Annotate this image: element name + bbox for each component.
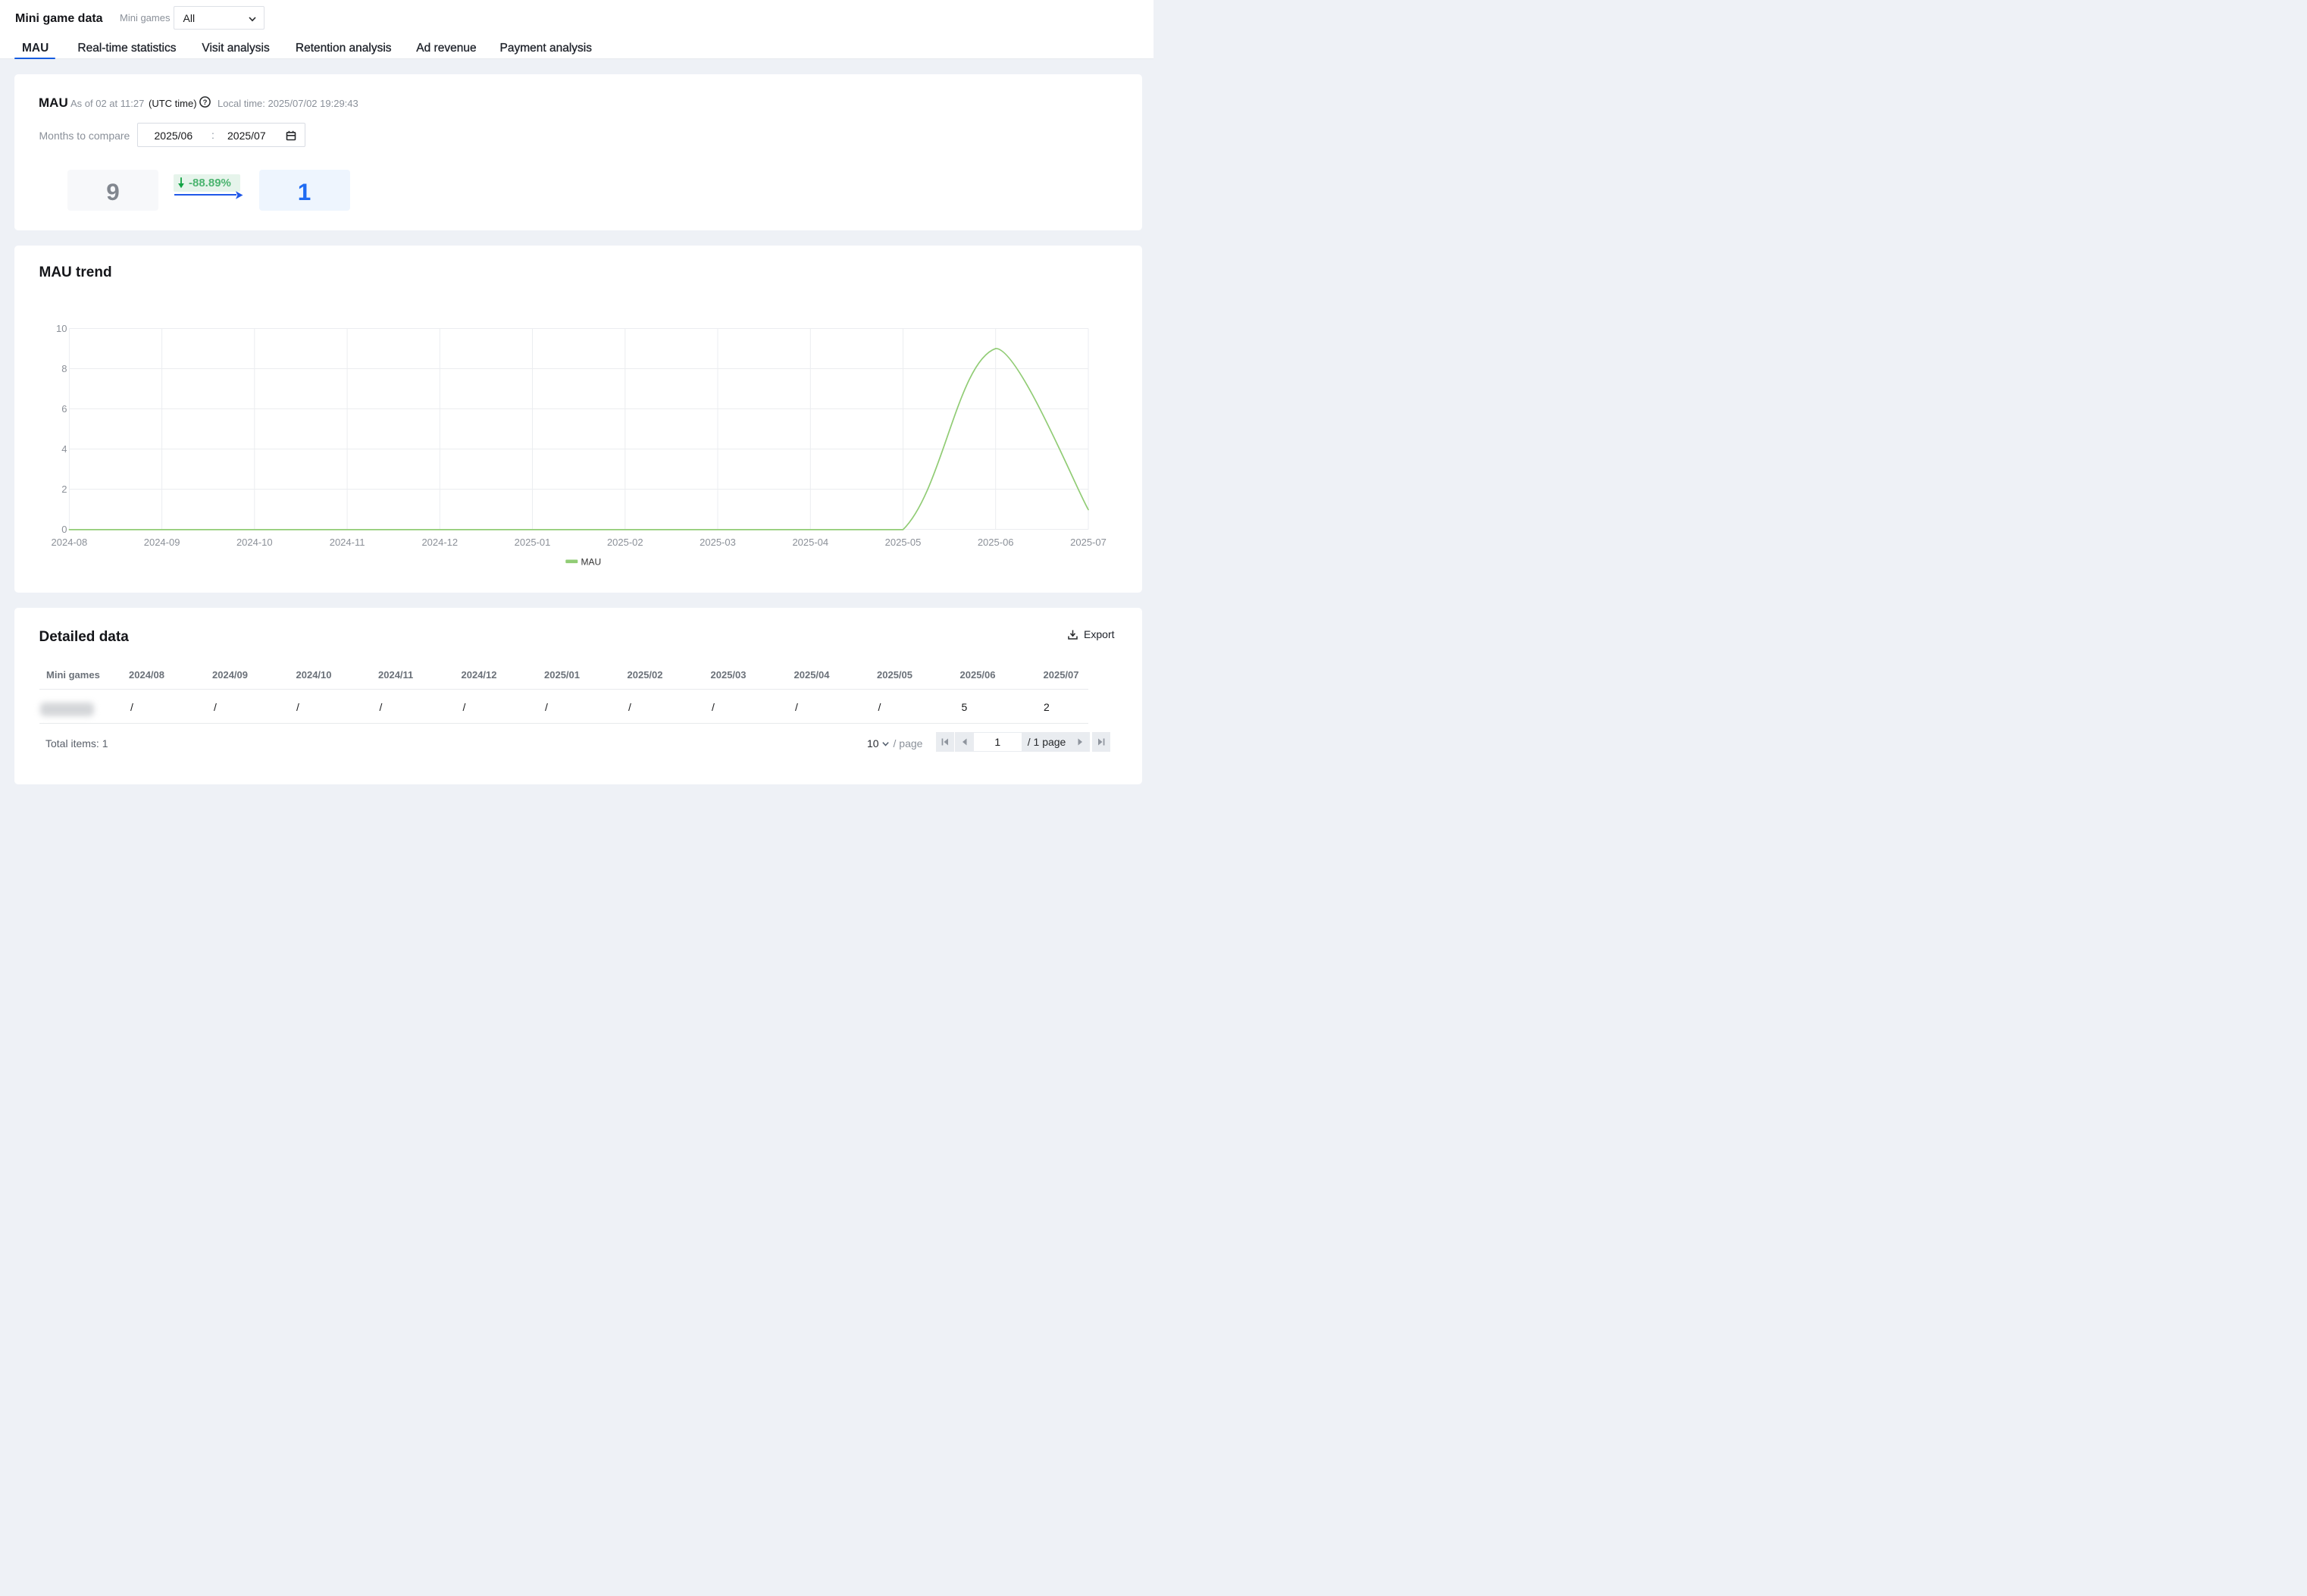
- svg-text:10: 10: [56, 323, 67, 334]
- svg-text:6: 6: [61, 403, 67, 415]
- svg-text:2024-11: 2024-11: [330, 537, 365, 548]
- svg-text:4: 4: [61, 443, 67, 455]
- svg-text:?: ?: [202, 99, 207, 107]
- svg-text:2025-04: 2025-04: [792, 537, 828, 548]
- svg-text:2: 2: [61, 483, 67, 495]
- svg-text:2024-08: 2024-08: [52, 537, 88, 548]
- svg-text:2024-10: 2024-10: [236, 537, 273, 548]
- svg-text:2025-06: 2025-06: [978, 537, 1014, 548]
- svg-text:2024-09: 2024-09: [144, 537, 180, 548]
- svg-text:2025-02: 2025-02: [607, 537, 643, 548]
- svg-text:0: 0: [61, 524, 67, 535]
- svg-text:2025-03: 2025-03: [700, 537, 736, 548]
- svg-text:8: 8: [61, 363, 67, 374]
- svg-text:2025-05: 2025-05: [885, 537, 922, 548]
- svg-text:2025-01: 2025-01: [515, 537, 551, 548]
- svg-text:2024-12: 2024-12: [421, 537, 458, 548]
- svg-text:MAU: MAU: [581, 557, 602, 568]
- svg-text:2025-07: 2025-07: [1070, 537, 1107, 548]
